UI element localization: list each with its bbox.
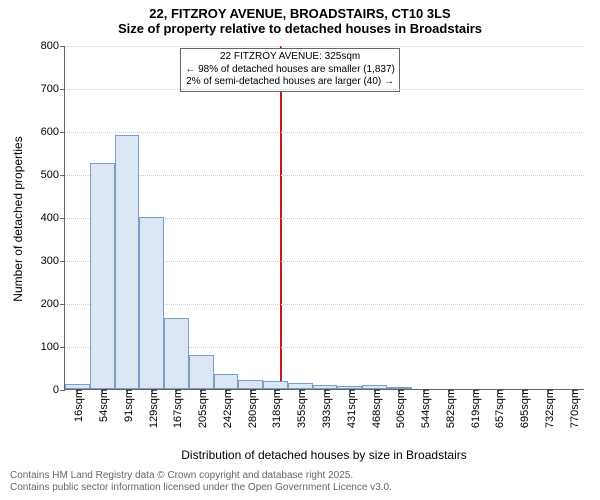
histogram-bar [263, 381, 288, 389]
x-tick-label: 506sqm [391, 389, 407, 428]
x-tick-label: 770sqm [565, 389, 581, 428]
histogram-bar [238, 380, 263, 389]
annotation-line: ← 98% of detached houses are smaller (1,… [185, 64, 395, 77]
y-tick-label: 100 [41, 341, 65, 353]
y-tick-label: 0 [53, 384, 65, 396]
histogram-bar [115, 135, 140, 389]
x-tick-label: 544sqm [416, 389, 432, 428]
x-tick-label: 582sqm [441, 389, 457, 428]
x-tick-label: 695sqm [515, 389, 531, 428]
histogram-bar [164, 318, 189, 389]
x-tick-label: 393sqm [317, 389, 333, 428]
y-tick-label: 800 [41, 40, 65, 52]
x-tick-label: 657sqm [490, 389, 506, 428]
x-tick-label: 91sqm [119, 389, 135, 422]
chart-title-line2: Size of property relative to detached ho… [0, 21, 600, 36]
y-tick-label: 400 [41, 212, 65, 224]
title-block: 22, FITZROY AVENUE, BROADSTAIRS, CT10 3L… [0, 0, 600, 36]
x-tick-label: 54sqm [94, 389, 110, 422]
x-tick-label: 16sqm [69, 389, 85, 422]
x-tick-label: 318sqm [267, 389, 283, 428]
x-tick-label: 468sqm [367, 389, 383, 428]
chart-container: 22, FITZROY AVENUE, BROADSTAIRS, CT10 3L… [0, 0, 600, 500]
grid-line [65, 132, 584, 133]
grid-line [65, 175, 584, 176]
histogram-bar [214, 374, 239, 389]
grid-line [65, 46, 584, 47]
annotation-line: 2% of semi-detached houses are larger (4… [185, 76, 395, 89]
x-tick-label: 129sqm [144, 389, 160, 428]
footer-credits: Contains HM Land Registry data © Crown c… [10, 470, 392, 494]
plot-area: 22 FITZROY AVENUE: 325sqm← 98% of detach… [64, 46, 584, 390]
x-tick-label: 167sqm [168, 389, 184, 428]
y-tick-label: 200 [41, 298, 65, 310]
grid-line [65, 89, 584, 90]
histogram-bar [90, 163, 115, 389]
x-tick-label: 732sqm [540, 389, 556, 428]
x-tick-label: 619sqm [466, 389, 482, 428]
x-tick-label: 242sqm [218, 389, 234, 428]
x-tick-label: 431sqm [342, 389, 358, 428]
annotation-box: 22 FITZROY AVENUE: 325sqm← 98% of detach… [180, 48, 400, 92]
y-tick-label: 300 [41, 255, 65, 267]
footer-line: Contains HM Land Registry data © Crown c… [10, 470, 392, 482]
footer-line: Contains public sector information licen… [10, 482, 392, 494]
y-tick-label: 600 [41, 126, 65, 138]
x-tick-label: 205sqm [193, 389, 209, 428]
x-tick-label: 280sqm [243, 389, 259, 428]
x-tick-label: 355sqm [292, 389, 308, 428]
annotation-line: 22 FITZROY AVENUE: 325sqm [185, 51, 395, 64]
chart-title-line1: 22, FITZROY AVENUE, BROADSTAIRS, CT10 3L… [0, 6, 600, 21]
y-axis-label: Number of detached properties [11, 47, 25, 391]
x-axis-label: Distribution of detached houses by size … [64, 448, 584, 462]
y-tick-label: 500 [41, 169, 65, 181]
y-tick-label: 700 [41, 83, 65, 95]
histogram-bar [139, 217, 164, 389]
histogram-bar [189, 355, 214, 389]
